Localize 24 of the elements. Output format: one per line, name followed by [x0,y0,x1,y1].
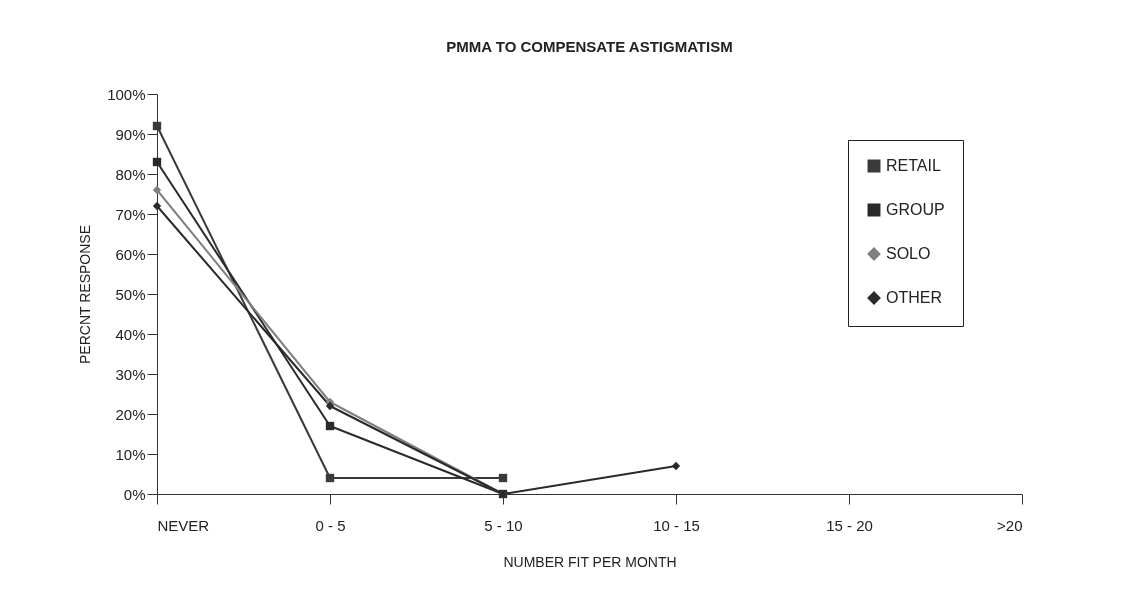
y-tick-label: 70% [115,205,146,223]
y-tick-label: 20% [115,405,146,423]
legend-label: SOLO [886,245,931,262]
y-tick-label: 0% [123,485,146,503]
legend-label: OTHER [886,289,942,306]
y-tick-label: 30% [115,365,146,383]
x-tick-label: >20 [997,516,1023,534]
y-tick-label: 60% [115,245,146,263]
x-axis-title: NUMBER FIT PER MONTH [503,553,677,570]
legend-label: GROUP [886,201,945,218]
y-tick-label: 100% [107,85,146,103]
chart-title: PMMA TO COMPENSATE ASTIGMATISM [446,38,733,55]
y-tick-label: 90% [115,125,146,143]
legend-label: RETAIL [886,157,941,174]
x-tick-label: NEVER [157,516,210,534]
y-tick-label: 80% [115,165,146,183]
y-tick-label: 10% [115,445,146,463]
x-tick-label: 5 - 10 [484,516,523,534]
x-tick-label: 15 - 20 [826,516,873,534]
y-tick-label: 50% [115,285,146,303]
x-tick-label: 10 - 15 [653,516,700,534]
y-tick-label: 40% [115,325,146,343]
y-axis-title: PERCNT RESPONSE [77,225,94,364]
x-tick-label: 0 - 5 [315,516,346,534]
